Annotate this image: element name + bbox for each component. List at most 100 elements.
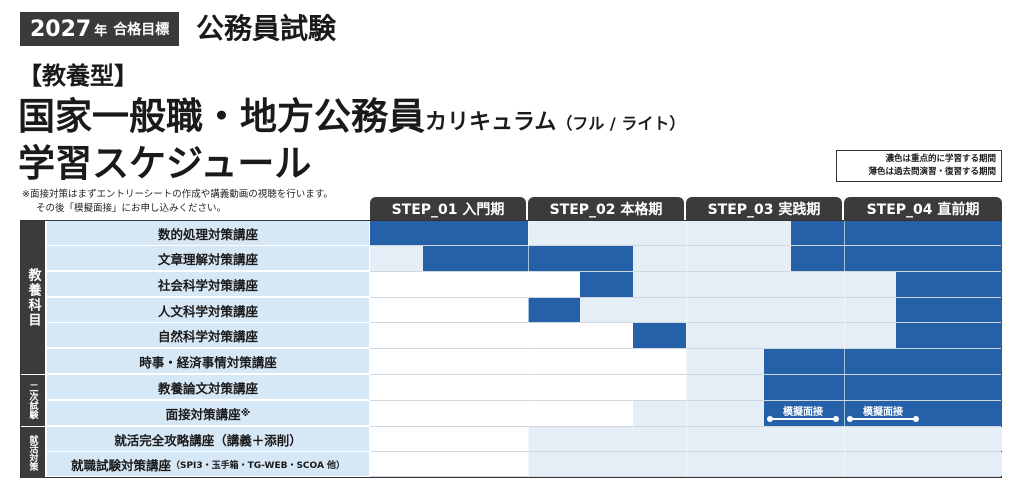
- schedule-cell: [514, 272, 529, 297]
- schedule-cell: [830, 375, 844, 400]
- schedule-cell: [435, 272, 450, 297]
- schedule-cell: [908, 323, 923, 348]
- schedule-cell: [724, 452, 739, 476]
- schedule-cell: [764, 427, 779, 451]
- schedule-cell: [777, 221, 792, 245]
- schedule-cell: [948, 375, 963, 400]
- schedule-cell: [856, 298, 871, 322]
- schedule-cell: [475, 298, 489, 322]
- schedule-cell: [987, 221, 1002, 245]
- schedule-cell: [987, 298, 1002, 322]
- schedule-cell: [672, 323, 687, 348]
- schedule-cell: [462, 401, 476, 426]
- schedule-cell: [961, 401, 976, 426]
- schedule-cell: [908, 427, 923, 451]
- schedule-cell: [540, 298, 555, 322]
- schedule-cell: [738, 221, 752, 245]
- schedule-cell: [619, 323, 634, 348]
- schedule-cell: [580, 401, 595, 426]
- schedule-cell: [462, 221, 476, 245]
- schedule-cell: [580, 272, 595, 297]
- schedule-cell: [448, 349, 463, 374]
- schedule-cell: [370, 375, 384, 400]
- schedule-cell: [816, 323, 831, 348]
- schedule-cell: [869, 452, 884, 476]
- course-label-social-science: 社会科学対策講座: [47, 272, 369, 297]
- schedule-cell: [593, 246, 608, 271]
- schedule-cell: [869, 427, 884, 451]
- schedule-cell: [606, 349, 621, 374]
- schedule-cell: [882, 221, 897, 245]
- schedule-cell: [698, 375, 713, 400]
- schedule-cell: [724, 298, 739, 322]
- schedule-cell: [501, 375, 516, 400]
- schedule-cell: [803, 272, 818, 297]
- schedule-cell: [396, 298, 411, 322]
- schedule-cell: [935, 349, 949, 374]
- schedule-cell: [856, 375, 871, 400]
- schedule-cell: [383, 401, 397, 426]
- exam-title: 公務員試験: [196, 12, 337, 45]
- schedule-cell: [987, 272, 1002, 297]
- schedule-cell: [659, 298, 673, 322]
- schedule-cell: [711, 452, 726, 476]
- schedule-cell: [803, 349, 818, 374]
- schedule-cell: [514, 375, 529, 400]
- schedule-cell: [488, 221, 503, 245]
- schedule-cell: [908, 349, 923, 374]
- course-label-numerical: 数的処理対策講座: [47, 221, 369, 246]
- schedule-cell: [738, 427, 752, 451]
- schedule-cell: [396, 452, 411, 476]
- schedule-cell: [409, 298, 424, 322]
- schedule-cell: [370, 246, 384, 271]
- step-separator: [528, 221, 529, 477]
- schedule-cell: [843, 246, 857, 271]
- schedule-cell: [409, 323, 424, 348]
- schedule-cell: [514, 349, 529, 374]
- schedule-cell: [540, 427, 555, 451]
- schedule-cell: [882, 427, 897, 451]
- schedule-cell: [422, 323, 437, 348]
- schedule-cell: [935, 323, 949, 348]
- schedule-cell: [632, 452, 647, 476]
- schedule-cell: [593, 323, 608, 348]
- schedule-cell: [632, 375, 647, 400]
- target-year-badge: 2027 年 合格目標: [20, 12, 180, 46]
- schedule-cell: [790, 221, 805, 245]
- schedule-cell: [922, 401, 936, 426]
- group-label-general-subjects: 教養科目: [21, 221, 45, 375]
- schedule-cell: [882, 272, 897, 297]
- schedule-cell: [685, 298, 700, 322]
- schedule-cell: [987, 349, 1002, 374]
- schedule-cell: [567, 349, 581, 374]
- schedule-cell: [527, 375, 542, 400]
- schedule-cell: [383, 298, 397, 322]
- schedule-cell: [711, 401, 726, 426]
- schedule-cell: [646, 427, 660, 451]
- schedule-cell: [488, 427, 503, 451]
- schedule-cell: [540, 401, 555, 426]
- schedule-cell: [843, 272, 857, 297]
- schedule-cell: [383, 349, 397, 374]
- schedule-cell: [935, 427, 949, 451]
- schedule-cell: [948, 221, 963, 245]
- schedule-cell: [475, 349, 489, 374]
- mock-interview-end-dot: [913, 416, 919, 422]
- schedule-cell: [961, 246, 976, 271]
- schedule-cell: [462, 272, 476, 297]
- schedule-cell: [816, 427, 831, 451]
- schedule-cell: [961, 272, 976, 297]
- schedule-cell: [593, 349, 608, 374]
- schedule-cell: [462, 375, 476, 400]
- schedule-cell: [659, 375, 673, 400]
- schedule-cell: [619, 349, 634, 374]
- schedule-cell: [409, 375, 424, 400]
- schedule-cell: [685, 272, 700, 297]
- schedule-cell: [527, 221, 542, 245]
- schedule-cell: [409, 401, 424, 426]
- schedule-cell: [370, 272, 384, 297]
- schedule-cell: [554, 272, 568, 297]
- schedule-cell: [724, 221, 739, 245]
- schedule-cell: [646, 221, 660, 245]
- schedule-cell: [764, 375, 779, 400]
